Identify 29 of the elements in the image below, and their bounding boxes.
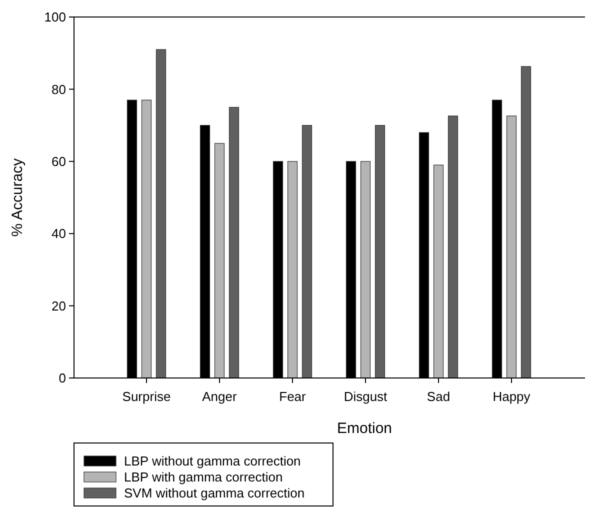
y-tick-label: 0 [58,370,66,386]
y-axis-title: % Accuracy [9,158,26,237]
bar [433,164,444,378]
x-tick-label: Surprise [122,389,171,404]
legend-label: LBP with gamma correction [124,470,283,485]
bar [214,143,225,378]
y-tick-label: 60 [52,154,66,169]
x-tick-label: Disgust [344,389,388,404]
bar [156,49,166,378]
x-tick-label: Happy [492,389,531,404]
bar [360,161,371,378]
y-tick-label: 100 [44,10,66,25]
x-axis-title: Emotion [336,420,392,437]
bar [141,100,152,378]
bar [302,125,312,378]
bar [374,125,386,378]
y-tick-label: 40 [52,226,66,242]
x-tick-label: Anger [202,389,238,404]
legend-label: LBP without gamma correction [124,454,301,469]
y-tick-label: 80 [52,82,66,97]
bar [228,106,240,378]
bar [506,116,517,378]
x-tick-label: Sad [426,389,450,404]
bar [448,116,458,378]
legend-label: SVM without gamma correction [124,486,305,501]
y-tick-label: 20 [52,298,66,314]
bar [287,161,298,378]
x-tick-label: Fear [279,389,307,404]
bar [520,66,532,378]
